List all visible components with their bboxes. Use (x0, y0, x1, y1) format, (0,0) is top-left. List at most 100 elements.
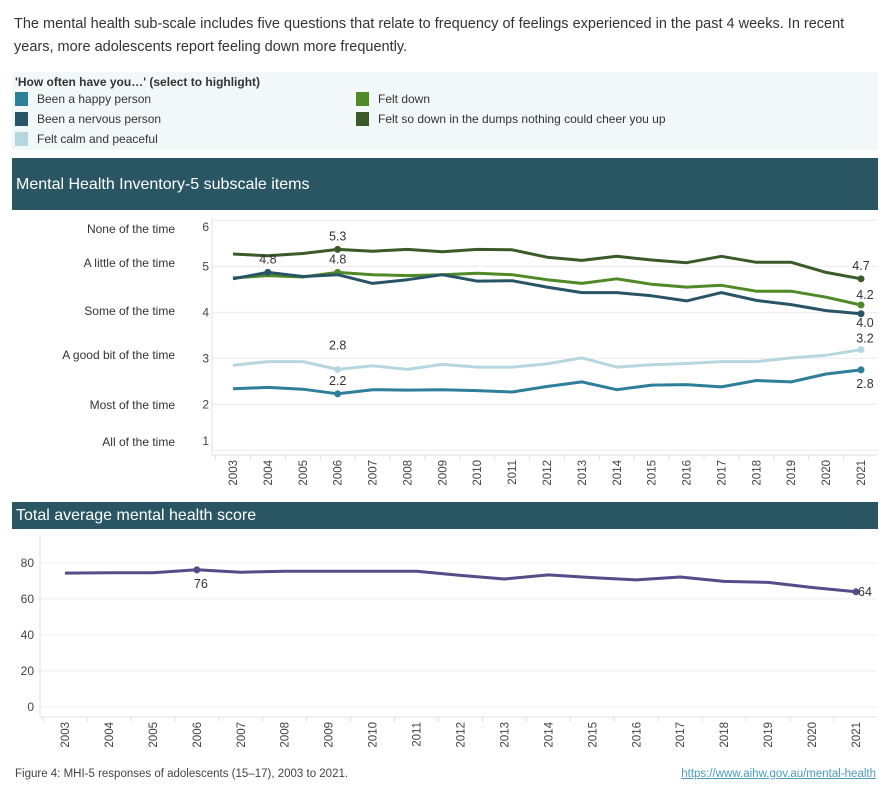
legend-swatch (356, 112, 369, 126)
x-tick-label: 2014 (612, 459, 624, 485)
x-tick-label: 2013 (499, 722, 511, 748)
x-tick-label: 2015 (587, 722, 599, 748)
legend-swatch (15, 112, 28, 126)
x-tick-label: 2004 (263, 459, 275, 485)
chart2-title: Total average mental health score (16, 507, 257, 524)
data-label: 3.2 (856, 332, 873, 346)
legend-label: Felt calm and peaceful (37, 132, 158, 146)
data-point (857, 366, 865, 374)
data-label: 2.8 (329, 338, 346, 352)
x-tick-label: 2005 (148, 722, 160, 748)
legend-label: Been a nervous person (37, 112, 162, 126)
x-tick-label: 2019 (763, 722, 775, 748)
y-tick-label: 6 (202, 220, 209, 234)
x-tick-label: 2009 (324, 722, 336, 748)
data-label: 4.8 (259, 252, 276, 266)
x-tick-label: 2003 (228, 460, 240, 486)
y-tick-label: 2 (202, 397, 209, 411)
legend-item-felt-down[interactable]: Felt down (356, 92, 430, 106)
x-tick-label: 2010 (472, 460, 484, 486)
legend-label: Felt so down in the dumps nothing could … (378, 112, 666, 126)
x-tick-label: 2014 (543, 721, 555, 747)
y-category-label: A good bit of the time (62, 348, 175, 362)
series-line (232, 368, 862, 396)
x-tick-label: 2004 (104, 721, 116, 747)
x-tick-label: 2019 (786, 460, 798, 486)
y-category-label: A little of the time (83, 256, 175, 270)
data-point (857, 310, 865, 318)
x-tick-label: 2018 (719, 722, 731, 748)
source-link[interactable]: https://www.aihw.gov.au/mental-health (681, 768, 876, 780)
legend-label: Felt down (378, 92, 431, 106)
y-category-label: Some of the time (84, 304, 175, 318)
data-label: 2.2 (329, 374, 346, 388)
x-tick-label: 2012 (542, 460, 554, 486)
y-tick-label: 20 (21, 664, 35, 678)
x-tick-label: 2017 (675, 722, 687, 748)
data-label: 64 (858, 585, 872, 599)
legend: 'How often have you…' (select to highlig… (12, 72, 878, 150)
y-category-label: Most of the time (89, 398, 175, 412)
intro-text: The mental health sub-scale includes fiv… (14, 16, 845, 55)
x-tick-label: 2016 (631, 722, 643, 748)
x-tick-label: 2011 (507, 460, 519, 485)
x-tick-label: 2006 (192, 722, 204, 748)
data-label: 76 (194, 577, 208, 591)
series-line (232, 270, 862, 316)
x-tick-label: 2008 (280, 722, 292, 748)
chart1-header: Mental Health Inventory-5 subscale items (12, 158, 878, 210)
legend-item-calm[interactable]: Felt calm and peaceful (15, 132, 158, 146)
x-tick-label: 2006 (333, 460, 345, 486)
figure-caption: Figure 4: MHI-5 responses of adolescents… (15, 768, 349, 780)
x-tick-label: 2015 (647, 460, 659, 486)
chart1-title: Mental Health Inventory-5 subscale items (16, 176, 310, 193)
data-label: 4.0 (856, 316, 873, 330)
x-tick-label: 2020 (807, 722, 819, 748)
data-point (334, 365, 342, 373)
chart2-header: Total average mental health score (12, 502, 878, 529)
data-label: 4.2 (856, 288, 873, 302)
y-category-label: All of the time (102, 435, 175, 449)
data-label: 5.3 (329, 229, 346, 243)
legend-label: Been a happy person (37, 92, 152, 106)
data-point (334, 390, 342, 398)
x-tick-label: 2005 (298, 460, 310, 486)
x-tick-label: 2008 (402, 460, 414, 486)
y-tick-label: 0 (27, 700, 34, 714)
data-point (857, 275, 865, 283)
legend-item-happy[interactable]: Been a happy person (15, 92, 151, 106)
series-line (232, 270, 862, 307)
legend-item-nervous[interactable]: Been a nervous person (15, 112, 161, 126)
data-label: 4.8 (329, 252, 346, 266)
data-label: 2.8 (856, 377, 873, 391)
data-point (193, 566, 201, 574)
legend-item-so-down[interactable]: Felt so down in the dumps nothing could … (356, 112, 666, 126)
y-tick-label: 5 (202, 259, 209, 273)
x-tick-label: 2003 (60, 722, 72, 748)
x-tick-label: 2018 (751, 460, 763, 486)
y-tick-label: 60 (21, 592, 35, 606)
data-point (857, 301, 865, 309)
series-line (232, 348, 862, 371)
series-line (64, 568, 857, 594)
y-category-label: None of the time (86, 222, 175, 236)
legend-title: 'How often have you…' (select to highlig… (15, 75, 261, 89)
x-tick-label: 2013 (577, 460, 589, 486)
x-tick-label: 2007 (368, 460, 380, 486)
data-point (852, 588, 860, 596)
y-tick-label: 1 (202, 434, 209, 448)
data-label: 4.7 (852, 259, 869, 273)
x-tick-label: 2011 (412, 722, 424, 747)
legend-swatch (15, 92, 28, 106)
legend-swatch (15, 132, 28, 146)
legend-swatch (356, 92, 369, 106)
x-tick-label: 2021 (851, 722, 863, 748)
x-tick-label: 2007 (236, 722, 248, 748)
data-point (334, 245, 342, 253)
y-tick-label: 80 (21, 556, 35, 570)
x-tick-label: 2010 (368, 722, 380, 748)
x-tick-label: 2016 (682, 460, 694, 486)
x-tick-label: 2020 (821, 460, 833, 486)
data-point (857, 346, 865, 354)
